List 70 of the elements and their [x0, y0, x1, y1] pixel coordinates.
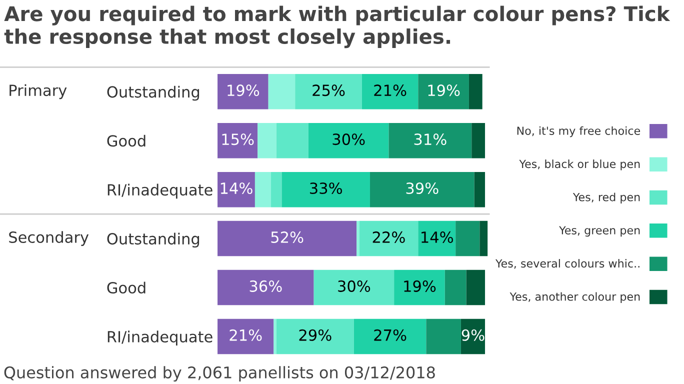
bar: [258, 123, 276, 158]
chart-title: Are you required to mark with particular colour pens? Tick the response that most closely applies.: [4, 6, 670, 48]
text: Primary: [10, 84, 67, 100]
bar: [418, 74, 469, 110]
bar: [276, 123, 308, 158]
data-label: 15%: [222, 134, 254, 146]
bar: [394, 270, 445, 306]
data-label: 14%: [220, 182, 252, 194]
data-label: 29%: [299, 329, 332, 341]
bar: [254, 172, 272, 208]
bar: [362, 74, 418, 110]
data-label: 19%: [404, 280, 436, 292]
legend-label: Yes, green pen: [559, 226, 640, 237]
bar: [218, 318, 274, 354]
text: Question answered by 2,061 panellists on 03/12/2018: [4, 366, 435, 382]
y-tick-label: Good: [107, 134, 146, 147]
bar: [444, 270, 466, 306]
bar: [426, 318, 461, 354]
bar: [474, 172, 486, 208]
data-label: 9%: [462, 329, 484, 341]
data-label: 21%: [374, 84, 406, 96]
bar: [271, 172, 282, 208]
legend-label: No, it's my free choice: [517, 126, 640, 138]
bar: [218, 270, 314, 306]
data-label: 31%: [414, 134, 446, 146]
bar: [308, 123, 389, 158]
data-label: 21%: [230, 329, 262, 341]
data-label: 27%: [374, 329, 406, 341]
bar: [314, 270, 394, 306]
data-label: 22%: [372, 231, 405, 243]
data-label: 30%: [338, 280, 370, 292]
legend-label: Yes, black or blue pen: [519, 160, 640, 170]
bar: [218, 74, 268, 110]
legend-label: Yes, several colours whic..: [495, 259, 640, 269]
y-tick-label: Outstanding: [107, 86, 200, 101]
bar: [356, 220, 360, 256]
data-label: 19%: [428, 84, 460, 96]
data-label: 14%: [422, 231, 453, 243]
data-label: 33%: [310, 182, 342, 194]
data-label: 19%: [228, 84, 260, 96]
data-label: 36%: [250, 280, 282, 292]
bar: [274, 318, 276, 354]
y-tick-label: RI/inadequate: [108, 184, 212, 199]
legend-label: Yes, another colour pen: [510, 292, 640, 303]
bar: [268, 74, 296, 110]
legend-label: Yes, red pen: [572, 192, 640, 204]
bar: [218, 172, 255, 208]
bar: [359, 220, 418, 256]
bar: [370, 172, 474, 208]
bar: [418, 220, 456, 256]
bar: [466, 270, 486, 306]
y-tick-label: Good: [107, 282, 146, 294]
bar: [218, 123, 258, 158]
text: Secondary: [9, 231, 89, 246]
bar: [276, 318, 354, 354]
data-label: 30%: [332, 134, 365, 146]
bar: [388, 123, 472, 158]
bar: [456, 220, 480, 256]
bar: [480, 220, 488, 256]
bar: [295, 74, 362, 110]
y-tick-label: Outstanding: [107, 232, 200, 248]
data-label: 25%: [312, 84, 345, 96]
bar: [354, 318, 426, 354]
bar: [282, 172, 370, 208]
data-label: 39%: [406, 182, 438, 194]
bar: [468, 74, 482, 110]
bar: [472, 123, 486, 158]
bar: [218, 220, 357, 256]
y-tick-label: RI/inadequate: [108, 330, 212, 346]
data-label: 52%: [271, 231, 304, 243]
